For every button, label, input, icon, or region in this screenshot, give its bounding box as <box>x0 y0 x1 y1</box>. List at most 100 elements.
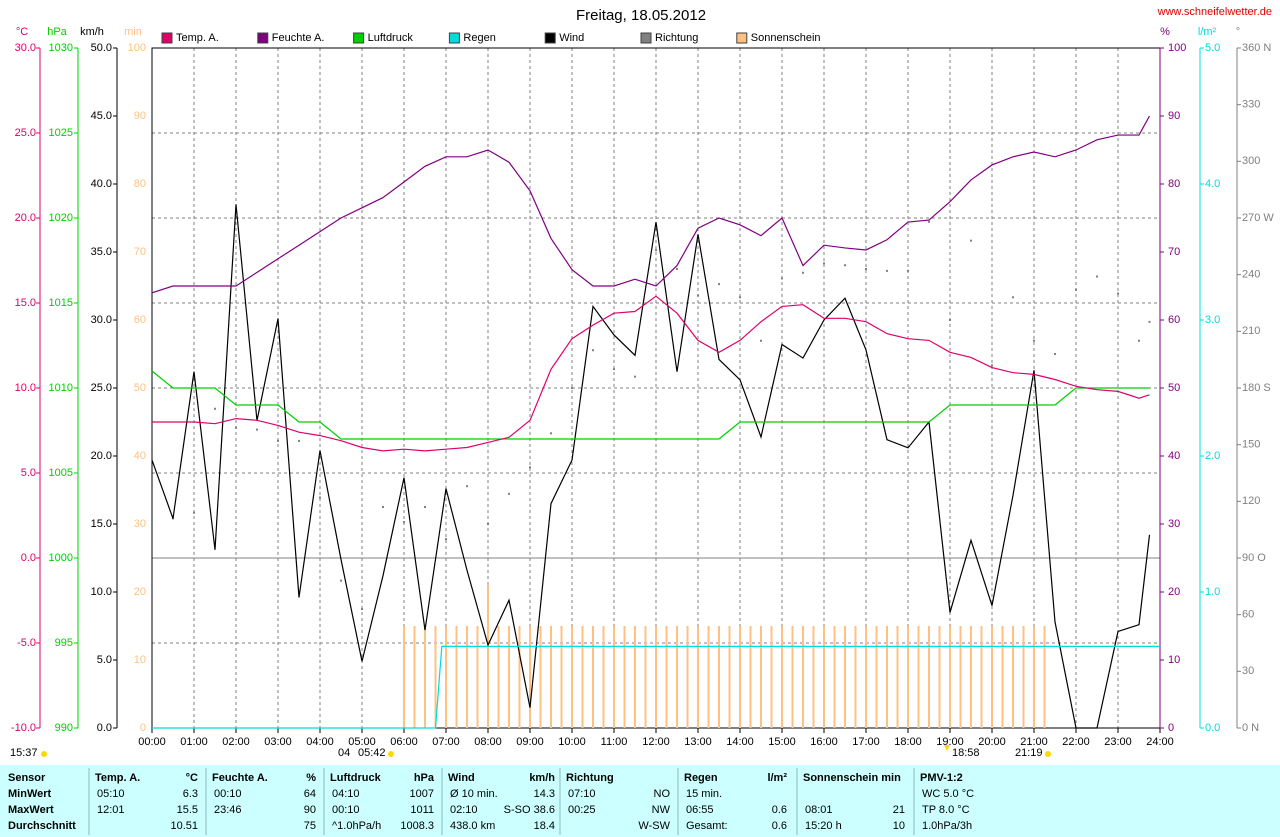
y-tick-label: -10.0 <box>11 722 36 734</box>
legend-swatch <box>353 32 365 44</box>
sunshine-bar <box>518 626 521 728</box>
sunshine-bar <box>476 626 479 728</box>
sunshine-bar <box>1022 626 1025 728</box>
y-tick-label: 40 <box>1168 450 1180 462</box>
y-tick-label: 0 N <box>1242 722 1259 734</box>
y-tick-label: 50 <box>134 382 146 394</box>
direction-dot <box>613 368 615 371</box>
direction-dot <box>1054 353 1056 355</box>
table-cell: 1011 <box>410 804 434 816</box>
series-line <box>151 370 1150 440</box>
axis-unit: l/m² <box>1198 26 1217 38</box>
annotation: 15:37 <box>10 747 38 759</box>
direction-dot <box>214 407 216 410</box>
x-tick-label: 07:00 <box>432 736 460 748</box>
table-cell: 00:10 <box>332 804 360 816</box>
y-tick-label: 1025 <box>49 127 73 139</box>
sunshine-bar <box>770 626 773 728</box>
direction-dot <box>403 521 405 524</box>
y-tick-label: 30 <box>1242 665 1254 677</box>
y-tick-label: 995 <box>55 637 73 649</box>
sunshine-bar <box>1043 626 1046 728</box>
axis-unit: °C <box>16 26 28 38</box>
sunshine-bar <box>665 626 668 728</box>
table-background <box>0 765 1280 837</box>
sunshine-bar <box>571 626 573 728</box>
direction-dot <box>529 466 531 469</box>
sunshine-bar <box>718 626 720 728</box>
x-tick-label: 01:00 <box>180 736 208 748</box>
y-tick-label: 1000 <box>49 552 73 564</box>
direction-dot <box>823 262 825 265</box>
y-tick-label: 15.0 <box>91 518 112 530</box>
x-tick-label: 04:00 <box>306 736 334 748</box>
axis-unit: ° <box>1236 26 1240 38</box>
legend-label: Regen <box>463 32 495 44</box>
sunshine-bar <box>413 626 416 728</box>
y-tick-label: 80 <box>1168 178 1180 190</box>
direction-dot <box>235 426 237 429</box>
table-cell: 21 <box>893 804 905 816</box>
table-cell: MinWert <box>8 788 52 800</box>
sunshine-bar <box>508 626 510 728</box>
table-cell: 23:46 <box>214 804 242 816</box>
y-tick-label: 80 <box>134 178 146 190</box>
moon-icon <box>1045 751 1051 757</box>
sunshine-bar <box>949 626 951 728</box>
table-unit: l/m² <box>767 772 787 784</box>
y-tick-label: 360 N <box>1242 42 1271 54</box>
x-tick-label: 00:00 <box>138 736 166 748</box>
y-tick-label: 4.0 <box>1205 178 1220 190</box>
table-unit: °C <box>186 772 198 784</box>
sunshine-bar <box>686 626 689 728</box>
legend-swatch <box>736 32 748 44</box>
direction-dot <box>487 523 489 525</box>
y-tick-label: 20.0 <box>91 450 112 462</box>
sunshine-bar <box>1001 626 1004 728</box>
table-unit: km/h <box>529 772 555 784</box>
direction-dot <box>592 349 594 352</box>
direction-dot <box>970 239 972 242</box>
sunshine-bar <box>739 626 741 728</box>
y-tick-label: 0 <box>140 722 146 734</box>
table-header: Wind <box>448 772 475 784</box>
table-cell: 12:01 <box>97 804 125 816</box>
y-tick-label: 70 <box>134 246 146 258</box>
y-tick-label: 20.0 <box>15 212 36 224</box>
sunshine-bar <box>434 626 437 728</box>
y-tick-label: 1005 <box>49 467 73 479</box>
sunshine-bar <box>854 626 857 728</box>
y-tick-label: 1020 <box>49 212 73 224</box>
x-tick-label: 16:00 <box>810 736 838 748</box>
x-tick-label: 03:00 <box>264 736 292 748</box>
y-tick-label: 2.0 <box>1205 450 1220 462</box>
y-tick-label: 40 <box>134 450 146 462</box>
y-tick-label: 10.0 <box>91 586 112 598</box>
sunshine-bar <box>896 626 899 728</box>
x-tick-label: 21:00 <box>1020 736 1048 748</box>
direction-dot <box>697 294 699 297</box>
sunshine-bar <box>697 626 699 728</box>
y-tick-label: 100 <box>1168 42 1186 54</box>
x-tick-label: 09:00 <box>516 736 544 748</box>
table-cell: 0.6 <box>772 804 787 816</box>
y-tick-label: 90 <box>1168 110 1180 122</box>
sunshine-bar <box>634 626 636 728</box>
table-header: Richtung <box>566 772 614 784</box>
y-tick-label: 35.0 <box>91 246 112 258</box>
table-cell: 15.5 <box>177 804 198 816</box>
x-tick-label: 19:00 <box>936 736 964 748</box>
direction-dot <box>151 150 153 153</box>
sunshine-bar <box>728 626 731 728</box>
sunshine-bar <box>707 626 710 728</box>
y-tick-label: 60 <box>1242 609 1254 621</box>
site-url: www.schneifelwetter.de <box>1157 6 1272 18</box>
direction-dot <box>865 268 867 270</box>
sunshine-bar <box>865 626 867 728</box>
y-tick-label: 40.0 <box>91 178 112 190</box>
sunshine-bar <box>655 626 657 728</box>
y-tick-label: 30 <box>1168 518 1180 530</box>
y-tick-label: 1010 <box>49 382 73 394</box>
y-tick-label: 0 <box>1168 722 1174 734</box>
sunshine-bar <box>424 626 426 728</box>
